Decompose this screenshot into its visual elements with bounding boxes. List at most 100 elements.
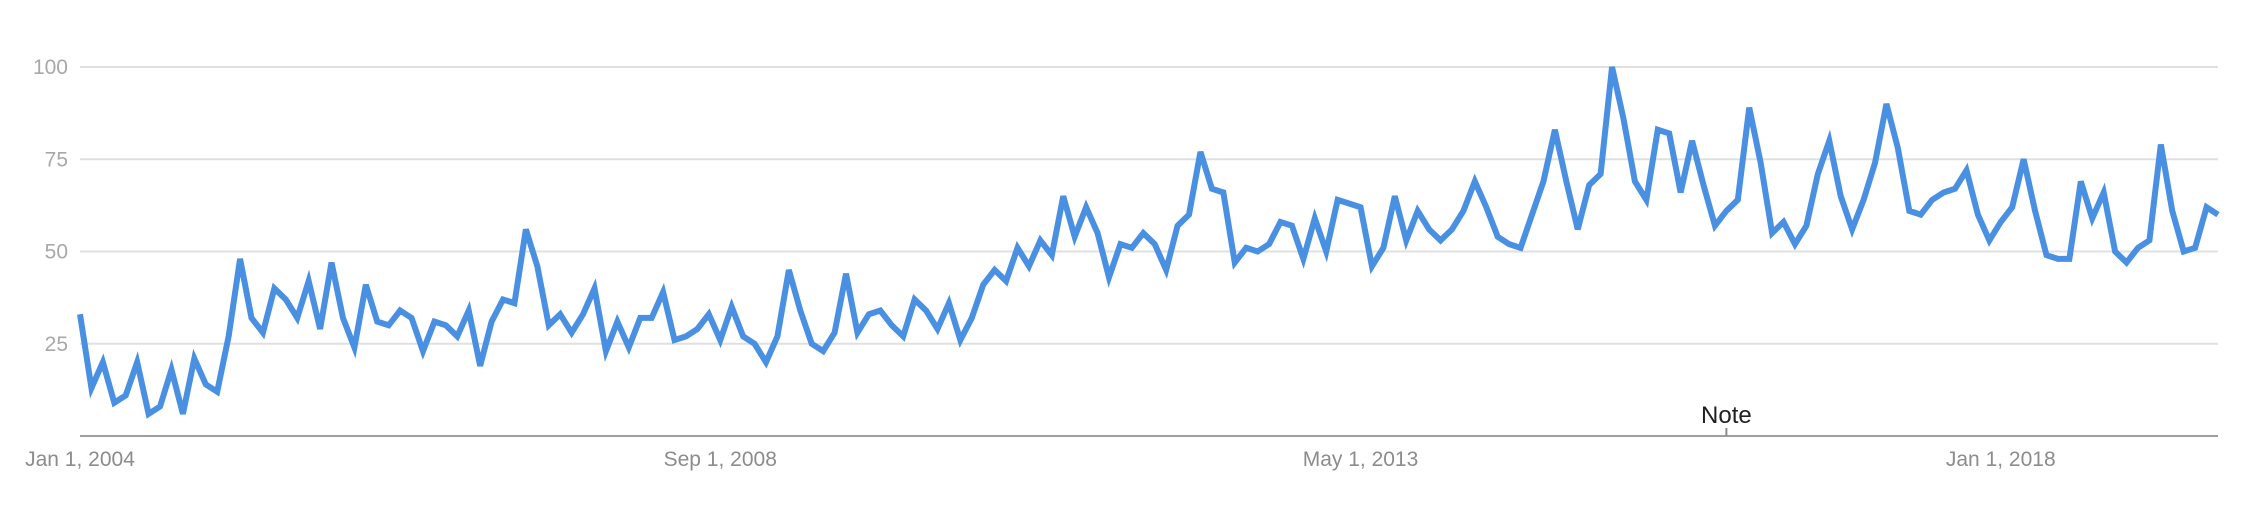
data-point[interactable]: [431, 319, 437, 325]
data-point[interactable]: [752, 341, 758, 347]
data-point[interactable]: [569, 330, 575, 336]
data-point[interactable]: [1243, 245, 1249, 251]
data-point[interactable]: [1586, 182, 1592, 188]
data-point[interactable]: [1117, 241, 1123, 247]
data-point[interactable]: [420, 348, 426, 354]
data-point[interactable]: [1986, 237, 1992, 243]
data-point[interactable]: [1952, 186, 1958, 192]
data-point[interactable]: [191, 356, 197, 362]
data-point[interactable]: [1883, 101, 1889, 107]
data-point[interactable]: [1609, 64, 1615, 70]
data-point[interactable]: [1140, 230, 1146, 236]
data-point[interactable]: [2055, 256, 2061, 262]
data-point[interactable]: [1723, 208, 1729, 214]
data-point[interactable]: [1758, 160, 1764, 166]
data-point[interactable]: [706, 311, 712, 317]
data-point[interactable]: [1666, 130, 1672, 136]
data-point[interactable]: [672, 337, 678, 343]
data-point[interactable]: [2089, 215, 2095, 221]
data-point[interactable]: [2158, 141, 2164, 147]
data-point[interactable]: [88, 385, 94, 391]
note-label[interactable]: Note: [1701, 402, 1752, 429]
data-point[interactable]: [283, 296, 289, 302]
data-point[interactable]: [226, 333, 232, 339]
data-point[interactable]: [1472, 178, 1478, 184]
data-point[interactable]: [237, 256, 243, 262]
data-point[interactable]: [546, 322, 552, 328]
data-point[interactable]: [797, 308, 803, 314]
data-point[interactable]: [2135, 245, 2141, 251]
data-point[interactable]: [1335, 197, 1341, 203]
data-point[interactable]: [1483, 204, 1489, 210]
data-point[interactable]: [809, 341, 815, 347]
data-point[interactable]: [1781, 219, 1787, 225]
data-point[interactable]: [203, 381, 209, 387]
data-point[interactable]: [1106, 274, 1112, 280]
data-point[interactable]: [1620, 116, 1626, 122]
data-point[interactable]: [1380, 245, 1386, 251]
data-point[interactable]: [1998, 219, 2004, 225]
data-point[interactable]: [786, 267, 792, 273]
data-point[interactable]: [2044, 252, 2050, 258]
data-point[interactable]: [637, 315, 643, 321]
data-point[interactable]: [146, 411, 152, 417]
data-point[interactable]: [1678, 189, 1684, 195]
data-point[interactable]: [1563, 178, 1569, 184]
data-point[interactable]: [1426, 226, 1432, 232]
data-point[interactable]: [1289, 223, 1295, 229]
data-point[interactable]: [626, 344, 632, 350]
data-point[interactable]: [340, 315, 346, 321]
data-point[interactable]: [1026, 263, 1032, 269]
data-point[interactable]: [477, 363, 483, 369]
data-point[interactable]: [1232, 260, 1238, 266]
data-point[interactable]: [1197, 149, 1203, 155]
data-point[interactable]: [1803, 223, 1809, 229]
data-point[interactable]: [466, 308, 472, 314]
data-point[interactable]: [969, 315, 975, 321]
data-point[interactable]: [1906, 208, 1912, 214]
data-point[interactable]: [1083, 204, 1089, 210]
data-point[interactable]: [1975, 212, 1981, 218]
data-point[interactable]: [717, 337, 723, 343]
data-point[interactable]: [363, 282, 369, 288]
data-point[interactable]: [1918, 212, 1924, 218]
data-point[interactable]: [1769, 230, 1775, 236]
data-point[interactable]: [820, 348, 826, 354]
data-point[interactable]: [1060, 193, 1066, 199]
data-point[interactable]: [374, 319, 380, 325]
data-point[interactable]: [1460, 208, 1466, 214]
data-point[interactable]: [1220, 189, 1226, 195]
data-point[interactable]: [763, 359, 769, 365]
data-point[interactable]: [1529, 212, 1535, 218]
data-point[interactable]: [2032, 208, 2038, 214]
data-point[interactable]: [1209, 186, 1215, 192]
data-point[interactable]: [1872, 160, 1878, 166]
data-point[interactable]: [843, 271, 849, 277]
data-point[interactable]: [397, 308, 403, 314]
data-point[interactable]: [2124, 260, 2130, 266]
data-point[interactable]: [1392, 193, 1398, 199]
data-point[interactable]: [683, 333, 689, 339]
data-point[interactable]: [294, 315, 300, 321]
data-point[interactable]: [157, 403, 163, 409]
data-point[interactable]: [957, 337, 963, 343]
data-point[interactable]: [1369, 263, 1375, 269]
data-point[interactable]: [877, 308, 883, 314]
data-point[interactable]: [1037, 237, 1043, 243]
data-point[interactable]: [1255, 249, 1261, 255]
data-point[interactable]: [100, 359, 106, 365]
data-point[interactable]: [1895, 145, 1901, 151]
data-point[interactable]: [1689, 138, 1695, 144]
data-point[interactable]: [1323, 249, 1329, 255]
data-point[interactable]: [111, 400, 117, 406]
data-point[interactable]: [1266, 241, 1272, 247]
data-point[interactable]: [1701, 182, 1707, 188]
data-point[interactable]: [1300, 256, 1306, 262]
data-point[interactable]: [912, 296, 918, 302]
data-point[interactable]: [523, 226, 529, 232]
data-point[interactable]: [2066, 256, 2072, 262]
data-point[interactable]: [1735, 197, 1741, 203]
data-point[interactable]: [1175, 223, 1181, 229]
data-point[interactable]: [1072, 234, 1078, 240]
data-point[interactable]: [1438, 237, 1444, 243]
